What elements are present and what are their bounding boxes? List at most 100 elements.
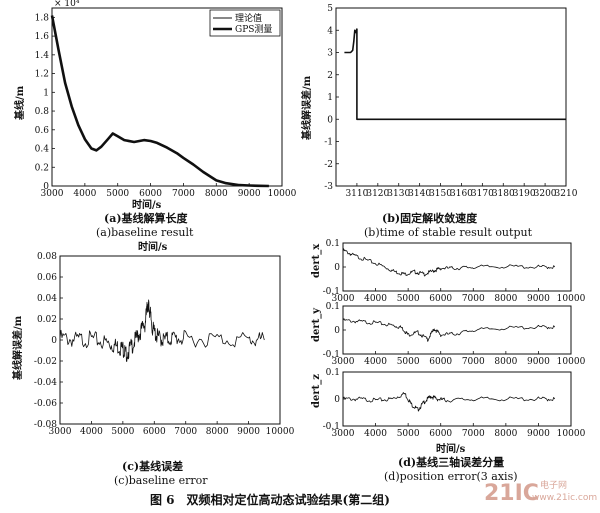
panel-a-xlabel: 时间/s <box>132 198 162 211</box>
figure-caption: 图 6 双频相对定位高动态试验结果(第二组) <box>150 492 390 507</box>
panel-d1-xtick-label-1: 4000 <box>364 294 387 304</box>
caption-c-en: (c)baseline error <box>114 474 208 487</box>
panel-a-xtick-label-5: 8000 <box>205 189 228 199</box>
panel-d3-series <box>342 392 556 412</box>
panel-b-xtick-label-9: 3200 <box>534 189 557 199</box>
panel-b-ytick-label-6: 3 <box>327 49 333 59</box>
panel-c-xtick-label-3: 6000 <box>143 427 166 437</box>
panel-a-ytick-label-9: 1.8 <box>35 13 50 23</box>
panel-d1-xtick-label-4: 7000 <box>462 294 485 304</box>
panel-c-ytick-label-5: 0.02 <box>37 315 57 325</box>
panel-b-xtick-label-2: 3130 <box>387 189 410 199</box>
panel-d3-xtick-label-1: 4000 <box>364 429 387 439</box>
panel-b-xtick-label-10: 3210 <box>555 189 578 199</box>
panel-b-ytick-label-7: 4 <box>327 26 333 36</box>
panel-a-ytick-label-2: 0.4 <box>35 145 50 155</box>
panel-b-xtick-label-8: 3190 <box>513 189 536 199</box>
panel-c-ytick-label-4: 0 <box>51 336 57 346</box>
panel-d3-xtick-label-3: 6000 <box>429 429 452 439</box>
panel-b-xtick-label-0: 3110 <box>345 189 368 199</box>
panel-c-xtick-label-5: 8000 <box>206 427 229 437</box>
panel-d3-ytick-label-1: 0 <box>334 395 340 405</box>
panel-a-frame <box>51 7 283 187</box>
panel-d2-xtick-label-1: 4000 <box>364 357 387 367</box>
panel-d-xlabel: 时间/s <box>436 442 466 455</box>
panel-c-xtick-label-4: 7000 <box>174 427 197 437</box>
panel-d1-ytick-label-1: 0 <box>334 263 340 273</box>
panel-a-xtick-label-3: 6000 <box>139 189 162 199</box>
panel-d2-xtick-label-0: 3000 <box>332 357 355 367</box>
caption-d-cn: (d)基线三轴误差分量 <box>398 455 504 469</box>
panel-d1-ytick-label-0: -0.1 <box>323 287 340 297</box>
panel-b-ytick-label-4: 1 <box>327 93 333 103</box>
panel-a-ylabel: 基线/m <box>13 85 26 121</box>
panel-b-xtick-label-1: 3120 <box>366 189 389 199</box>
panel-c-xtick-label-2: 5000 <box>111 427 134 437</box>
panel-a-xtick-label-0: 3000 <box>41 189 64 199</box>
panel-a-ytick-label-7: 1.4 <box>35 51 50 61</box>
panel-c-ytick-label-0: -0.08 <box>34 420 57 430</box>
panel-d1-xtick-label-6: 9000 <box>527 294 550 304</box>
panel-c-ytick-label-3: -0.02 <box>34 357 57 367</box>
legend-entry-1: 理论值 <box>235 12 262 24</box>
watermark-brand: 21IC <box>484 481 539 506</box>
panel-a-xtick-label-6: 9000 <box>238 189 261 199</box>
panel-d1-xtick-label-5: 8000 <box>494 294 517 304</box>
panel-d3-ylabel: dert_z <box>311 374 322 408</box>
panel-d1-xtick-label-7: 10000 <box>557 294 586 304</box>
panel-d3-xtick-label-4: 7000 <box>462 429 485 439</box>
panel-b-ytick-label-0: -3 <box>324 182 333 192</box>
panel-c-xtick-label-1: 4000 <box>80 427 103 437</box>
panel-d2-xtick-label-2: 5000 <box>397 357 420 367</box>
panel-b-ytick-label-1: -2 <box>324 160 333 170</box>
panel-a-xtick-label-1: 4000 <box>73 189 96 199</box>
caption-b-cn: (b)固定解收敛速度 <box>382 211 478 225</box>
caption-a-cn: (a)基线解算长度 <box>104 211 189 225</box>
panel-a-ytick-label-6: 1.2 <box>35 70 49 80</box>
panel-c-ytick-label-6: 0.04 <box>37 294 57 304</box>
panel-b-ytick-label-5: 2 <box>327 71 333 81</box>
panel-d1-ytick-label-2: 0.1 <box>326 239 340 249</box>
panel-b-xtick-label-7: 3180 <box>492 189 515 199</box>
panel-c-xtick-label-6: 9000 <box>237 427 260 437</box>
panel-d2-xtick-label-4: 7000 <box>462 357 485 367</box>
panel-d3-xtick-label-0: 3000 <box>332 429 355 439</box>
panel-b-ytick-label-2: -1 <box>324 138 333 148</box>
caption-b-en: (b)time of stable result output <box>364 226 533 239</box>
panel-a-ytick-label-5: 1 <box>43 88 49 98</box>
legend-entry-2: GPS测量 <box>235 24 272 35</box>
panel-d2-ytick-label-1: 0 <box>334 326 340 336</box>
panel-b-series <box>344 28 566 121</box>
panel-a-scale-note: × 10⁴ <box>54 0 80 9</box>
panel-a-ytick-label-3: 0.6 <box>35 126 50 136</box>
panel-a-ytick-label-0: 0 <box>43 182 49 192</box>
panel-a-xtick-label-2: 5000 <box>106 189 129 199</box>
panel-a-ytick-label-8: 1.6 <box>35 32 50 42</box>
panel-d3-xtick-label-5: 8000 <box>494 429 517 439</box>
watermark-cn: 电子网 <box>540 479 567 491</box>
panel-a-series-gps <box>50 15 269 188</box>
panel-d2-ylabel: dert_y <box>311 307 322 342</box>
panel-d2-xtick-label-3: 6000 <box>429 357 452 367</box>
panel-c-ylabel: 基线解误差/m <box>11 315 24 381</box>
caption-c-cn: (c)基线误差 <box>122 459 183 473</box>
panel-b-frame <box>335 7 567 187</box>
panel-b-xtick-label-6: 3170 <box>471 189 494 199</box>
panel-a-xtick-label-4: 7000 <box>172 189 195 199</box>
panel-a-xtick-label-7: 10000 <box>268 189 297 199</box>
panel-d2-ytick-label-0: -0.1 <box>323 350 340 360</box>
panel-a-series-theory <box>51 15 269 187</box>
panel-d3-xtick-label-7: 10000 <box>557 429 586 439</box>
panel-d2-xtick-label-6: 9000 <box>527 357 550 367</box>
panel-c-xtick-label-7: 10000 <box>266 427 295 437</box>
panel-c-xtick-label-0: 3000 <box>49 427 72 437</box>
panel-d2-ytick-label-2: 0.1 <box>326 302 340 312</box>
panel-b-ytick-label-8: 5 <box>327 4 333 14</box>
legend-box <box>209 9 281 37</box>
panel-d1-xtick-label-3: 6000 <box>429 294 452 304</box>
panel-c-xlabel: 时间/s <box>138 240 168 253</box>
panel-a-ytick-label-4: 0.8 <box>35 107 50 117</box>
panel-c-ytick-label-8: 0.08 <box>37 252 57 262</box>
panel-d1-series <box>342 248 556 277</box>
watermark-url: www.21ic.com <box>532 493 597 503</box>
